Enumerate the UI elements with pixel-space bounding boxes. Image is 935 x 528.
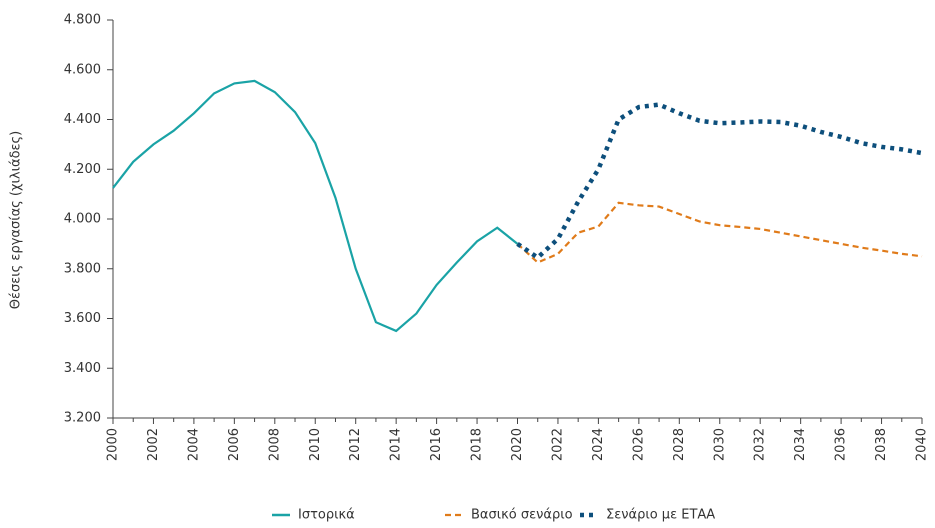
x-tick-label: 2002 — [146, 428, 161, 461]
x-tick-label: 2028 — [672, 428, 687, 461]
x-tick-label: 2004 — [186, 428, 201, 461]
legend-label: Σενάριο με ΕΤΑΑ — [606, 508, 715, 523]
x-tick-label: 2000 — [106, 428, 121, 461]
x-tick-label: 2032 — [753, 428, 768, 461]
series-line — [516, 102, 923, 261]
y-tick-label: 3.800 — [64, 261, 101, 276]
y-tick-label: 4.000 — [64, 212, 101, 227]
y-tick-label: 4.400 — [64, 112, 101, 127]
y-tick-label: 4.200 — [64, 162, 101, 177]
x-tick-label: 2020 — [510, 428, 525, 461]
x-tick-label: 2026 — [631, 428, 646, 461]
x-tick-label: 2012 — [348, 428, 363, 461]
x-tick-label: 2036 — [834, 428, 849, 461]
y-tick-label: 3.200 — [64, 411, 101, 426]
x-tick-label: 2010 — [308, 428, 323, 461]
x-tick-label: 2014 — [389, 428, 404, 461]
y-tick-label: 3.600 — [64, 311, 101, 326]
x-tick-label: 2030 — [712, 428, 727, 461]
series-line — [516, 201, 923, 264]
y-tick-label: 4.800 — [64, 13, 101, 28]
x-tick-label: 2040 — [915, 428, 930, 461]
x-tick-label: 2008 — [267, 428, 282, 461]
y-axis-label: Θέσεις εργασίας (χιλιάδες) — [9, 131, 24, 310]
x-tick-label: 2022 — [550, 428, 565, 461]
y-tick-label: 4.600 — [64, 62, 101, 77]
legend-label: Ιστορικά — [298, 508, 355, 523]
series-line — [112, 79, 519, 333]
x-tick-label: 2038 — [874, 428, 889, 461]
x-tick-label: 2024 — [591, 428, 606, 461]
legend-label: Βασικό σενάριο — [471, 508, 573, 523]
x-tick-label: 2006 — [227, 428, 242, 461]
y-tick-label: 3.400 — [64, 361, 101, 376]
x-tick-label: 2018 — [470, 428, 485, 461]
x-tick-label: 2034 — [793, 428, 808, 461]
x-tick-label: 2016 — [429, 428, 444, 461]
